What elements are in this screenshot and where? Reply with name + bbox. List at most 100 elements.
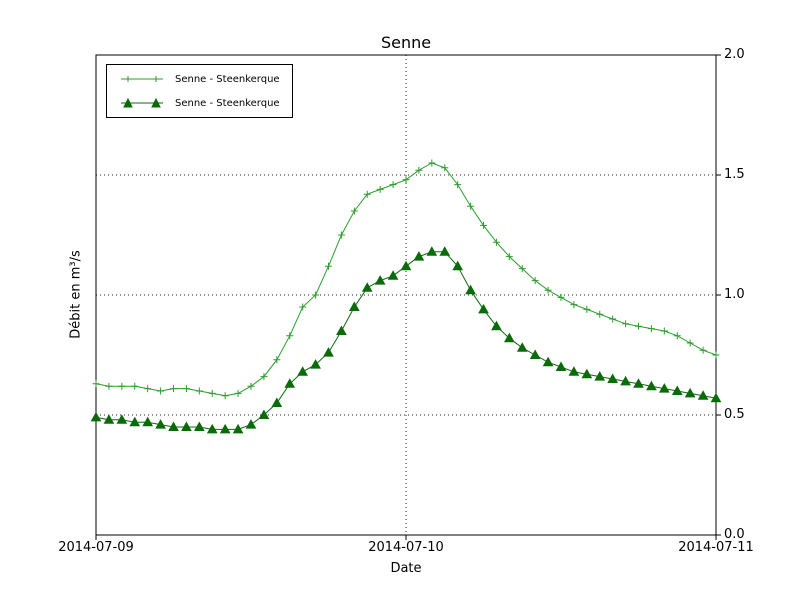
triangle-marker-icon: [607, 373, 619, 383]
plus-marker-icon: [92, 380, 100, 388]
plus-marker-icon: [480, 221, 487, 229]
plus-marker-icon: [712, 351, 720, 359]
plus-marker-icon: [208, 389, 216, 397]
triangle-marker-icon: [478, 303, 489, 314]
triangle-marker-icon: [181, 421, 192, 431]
triangle-marker-icon: [697, 390, 709, 400]
triangle-marker-icon: [361, 282, 373, 292]
triangle-marker-icon: [710, 392, 722, 403]
plus-marker-icon: [596, 310, 604, 318]
triangle-marker-icon: [465, 284, 476, 295]
triangle-marker-icon: [646, 380, 657, 391]
triangle-marker-icon: [116, 414, 128, 424]
plus-marker-icon: [325, 262, 332, 270]
x-tick-label: 2014-07-09: [58, 540, 134, 555]
plus-marker-icon: [441, 164, 449, 172]
plus-marker-icon: [686, 339, 694, 347]
plus-marker-icon: [247, 382, 255, 390]
legend-label: Senne - Steenkerque: [175, 73, 280, 85]
y-tick-label: 1.5: [724, 167, 745, 182]
triangle-marker-icon: [206, 423, 218, 434]
plus-marker-icon: [299, 303, 307, 311]
triangle-marker-icon: [516, 342, 528, 352]
plus-marker-icon: [635, 322, 642, 330]
y-tick-label: 2.0: [724, 47, 745, 62]
y-axis-label: Débit en m³/s: [68, 250, 84, 339]
triangle-marker-icon: [271, 397, 283, 407]
triangle-marker-icon: [452, 260, 464, 271]
triangle-marker-icon: [568, 366, 580, 376]
plus-marker-icon: [350, 207, 358, 215]
plus-marker-icon: [544, 286, 552, 294]
triangle-marker-icon: [336, 325, 347, 335]
series-line-1: [95, 251, 717, 430]
triangle-marker-icon: [620, 375, 631, 386]
plus-marker-icon: [467, 202, 475, 210]
series-markers-0: [92, 159, 720, 400]
triangle-marker-icon: [245, 419, 257, 429]
x-axis-label: Date: [390, 561, 422, 576]
plus-marker-icon: [428, 159, 436, 167]
triangle-marker-icon: [400, 260, 412, 271]
plus-marker-icon: [415, 166, 423, 174]
plus-marker-icon: [402, 176, 410, 184]
plus-marker-icon: [647, 325, 655, 333]
triangle-marker-icon: [413, 251, 425, 261]
y-tick-label: 1.0: [724, 287, 745, 302]
legend-label: Senne - Steenkerque: [175, 97, 280, 109]
plus-marker-icon: [157, 387, 165, 395]
plus-marker-icon: [195, 387, 203, 395]
series-markers-1: [90, 246, 722, 434]
triangle-marker-icon: [90, 411, 102, 422]
legend-item-triangle: Senne - Steenkerque: [119, 97, 280, 109]
triangle-marker-icon: [323, 347, 334, 357]
triangle-marker-icon: [103, 414, 115, 424]
x-tick-label: 2014-07-11: [678, 540, 754, 555]
triangle-marker-icon: [297, 366, 309, 376]
x-tick-label: 2014-07-10: [368, 540, 444, 555]
triangle-marker-icon: [542, 356, 554, 367]
plus-marker-icon: [118, 382, 126, 390]
plus-marker-icon: [609, 315, 617, 323]
legend: Senne - Steenkerque Senne - Steenkerque: [106, 64, 293, 118]
plus-marker-icon: [170, 385, 177, 393]
plus-marker-icon: [260, 373, 268, 381]
triangle-marker-icon: [439, 246, 451, 256]
triangle-marker-icon: [193, 421, 205, 431]
triangle-marker-icon: [581, 368, 593, 379]
triangle-marker-icon: [232, 423, 244, 434]
plus-marker-icon: [144, 385, 152, 393]
triangle-marker-icon: [594, 371, 606, 381]
plus-marker-icon: [660, 327, 668, 335]
plus-marker-icon: [273, 356, 281, 364]
plus-marker-icon: [389, 181, 397, 189]
triangle-marker-icon: [374, 275, 386, 285]
triangle-marker-icon: [684, 387, 696, 398]
triangle-marker-icon: [129, 416, 141, 427]
plus-marker-icon: [518, 265, 526, 273]
triangle-marker-icon: [491, 320, 502, 331]
plus-marker-icon: [622, 320, 630, 328]
triangle-marker-icon: [529, 349, 541, 359]
triangle-marker-icon: [658, 383, 670, 393]
triangle-marker-icon: [671, 385, 683, 395]
y-tick-label: 0.5: [724, 407, 745, 422]
plus-marker-icon: [570, 301, 578, 309]
triangle-marker-icon: [426, 246, 438, 256]
plus-marker-icon: [673, 332, 681, 340]
triangle-marker-icon: [284, 378, 296, 388]
triangle-marker-icon: [219, 423, 231, 434]
triangle-marker-icon: [387, 270, 399, 280]
triangle-marker-icon: [142, 416, 154, 427]
chart-title: Senne: [380, 33, 432, 52]
plus-marker-icon: [337, 231, 345, 239]
plus-marker-icon: [492, 238, 500, 246]
plus-marker-icon: [531, 277, 539, 285]
plus-marker-icon: [131, 382, 139, 390]
plus-marker-icon: [376, 185, 384, 193]
plus-marker-icon: [234, 389, 242, 397]
triangle-marker-icon: [258, 409, 270, 419]
triangle-marker-icon: [168, 421, 179, 431]
plus-marker-icon: [105, 382, 113, 390]
